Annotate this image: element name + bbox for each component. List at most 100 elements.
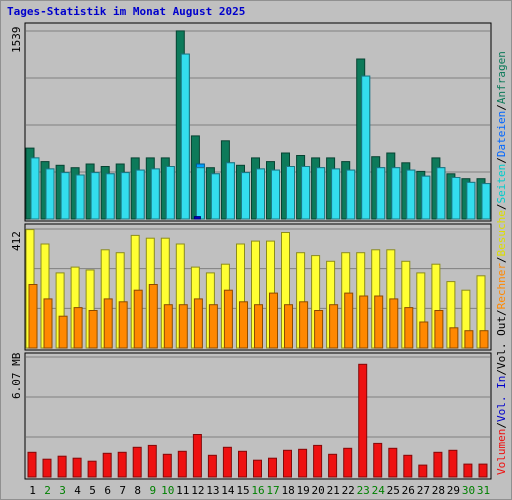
legend-item-14: Anfragen xyxy=(495,51,508,104)
legend-item-9: / xyxy=(495,203,508,210)
x-tick-label-day-9: 9 xyxy=(149,484,156,497)
legend-item-6: Rechner xyxy=(495,263,508,310)
x-tick-label-day-10: 10 xyxy=(161,484,174,497)
bar-volumen-day-25 xyxy=(388,447,398,478)
bar-volumen-day-29 xyxy=(448,449,458,478)
series-seiten xyxy=(30,53,491,220)
bar-rechner-day-1 xyxy=(28,284,38,349)
bar-rechner-day-5 xyxy=(88,310,98,349)
bar-vol-in-day-12 xyxy=(193,216,201,220)
x-tick-label-day-8: 8 xyxy=(134,484,141,497)
bar-seiten-day-27 xyxy=(421,175,431,220)
bar-rechner-day-22 xyxy=(344,292,354,349)
legend-item-11: / xyxy=(495,157,508,164)
x-tick-label-day-4: 4 xyxy=(74,484,81,497)
legend-item-0: Volumen xyxy=(495,429,508,475)
x-tick-label-day-19: 19 xyxy=(296,484,309,497)
legend-item-4: Vol. Out xyxy=(495,316,508,369)
bar-seiten-day-15 xyxy=(241,172,250,220)
bar-seiten-day-22 xyxy=(346,169,356,220)
x-tick-label-day-28: 28 xyxy=(432,484,445,497)
bar-rechner-day-29 xyxy=(449,327,459,349)
bar-volumen-day-3 xyxy=(57,455,67,478)
bar-volumen-day-26 xyxy=(403,454,413,478)
bar-rechner-day-28 xyxy=(434,310,444,349)
x-tick-label-day-5: 5 xyxy=(89,484,96,497)
bar-volumen-day-18 xyxy=(283,449,292,478)
panel-bottom-area xyxy=(24,352,492,480)
bar-seiten-day-29 xyxy=(451,177,461,220)
bar-volumen-day-7 xyxy=(117,451,127,478)
x-tick-label-day-15: 15 xyxy=(236,484,249,497)
bar-volumen-day-20 xyxy=(313,444,323,478)
legend-item-13: / xyxy=(495,104,508,111)
legend-text: Volumen/Vol. In/Vol. Out/Rechner/Besuche… xyxy=(495,51,508,475)
bar-rechner-day-16 xyxy=(254,304,263,349)
bar-volumen-day-4 xyxy=(72,457,82,478)
bar-rechner-day-24 xyxy=(374,295,384,349)
bar-volumen-day-15 xyxy=(238,450,247,478)
bar-seiten-day-1 xyxy=(30,157,40,220)
bar-rechner-day-17 xyxy=(269,292,278,349)
bar-seiten-day-13 xyxy=(210,173,220,220)
bar-seiten-day-20 xyxy=(316,167,326,220)
x-tick-label-day-23: 23 xyxy=(357,484,370,497)
bar-rechner-day-10 xyxy=(163,304,173,349)
bar-volumen-day-21 xyxy=(328,453,338,478)
legend-item-12: Dateien xyxy=(495,111,508,157)
bar-rechner-day-25 xyxy=(389,298,399,349)
x-tick-label-day-13: 13 xyxy=(206,484,219,497)
legend-item-1: / xyxy=(495,422,508,429)
bar-volumen-day-23 xyxy=(358,363,368,478)
bar-rechner-day-11 xyxy=(178,304,188,349)
bar-volumen-day-12 xyxy=(192,434,202,478)
legend-item-7: / xyxy=(495,256,508,263)
x-tick-label-day-20: 20 xyxy=(311,484,324,497)
bar-seiten-day-14 xyxy=(225,162,235,220)
bar-volumen-day-10 xyxy=(162,453,172,478)
x-tick-label-day-3: 3 xyxy=(59,484,66,497)
bar-rechner-day-7 xyxy=(118,301,128,349)
bar-rechner-day-14 xyxy=(223,289,233,349)
bar-seiten-day-12 xyxy=(195,167,205,220)
bar-volumen-day-1 xyxy=(27,451,37,478)
bar-rechner-day-31 xyxy=(479,330,489,349)
bar-rechner-day-30 xyxy=(464,330,474,349)
bar-rechner-day-19 xyxy=(299,301,309,349)
panel-top: 1539 xyxy=(10,22,492,222)
bar-rechner-day-9 xyxy=(148,284,158,349)
bar-volumen-day-5 xyxy=(87,460,97,478)
bar-seiten-day-3 xyxy=(60,172,70,220)
x-tick-label-day-26: 26 xyxy=(402,484,415,497)
series-vol-in xyxy=(193,216,201,220)
panel-middle-max-label: 412 xyxy=(10,231,23,251)
legend-item-5: / xyxy=(495,309,508,316)
bar-rechner-day-21 xyxy=(329,304,339,349)
bar-seiten-day-6 xyxy=(105,173,115,220)
bar-volumen-day-17 xyxy=(268,457,277,478)
bar-seiten-day-10 xyxy=(165,166,175,220)
bar-rechner-day-6 xyxy=(103,298,113,349)
bar-seiten-day-25 xyxy=(391,167,401,220)
x-tick-label-day-1: 1 xyxy=(29,484,36,497)
bar-seiten-day-7 xyxy=(120,172,130,220)
bar-volumen-day-19 xyxy=(298,448,308,478)
series-rechner xyxy=(28,284,489,349)
legend-item-8: Besuche xyxy=(495,210,508,256)
bar-seiten-day-19 xyxy=(301,166,311,220)
x-tick-label-day-7: 7 xyxy=(119,484,126,497)
panel-top-max-label: 1539 xyxy=(10,27,23,54)
bar-volumen-day-6 xyxy=(102,452,112,478)
bar-seiten-day-24 xyxy=(376,167,386,220)
bar-seiten-day-23 xyxy=(361,75,371,220)
x-tick-label-day-17: 17 xyxy=(266,484,279,497)
bar-volumen-day-9 xyxy=(147,444,157,478)
x-tick-label-day-30: 30 xyxy=(462,484,475,497)
legend-item-2: Vol. In xyxy=(495,376,508,422)
bar-volumen-day-16 xyxy=(253,459,262,478)
x-tick-label-day-2: 2 xyxy=(44,484,51,497)
x-tick-label-day-29: 29 xyxy=(447,484,460,497)
bar-volumen-day-31 xyxy=(478,463,488,478)
bar-volumen-day-13 xyxy=(207,454,217,478)
